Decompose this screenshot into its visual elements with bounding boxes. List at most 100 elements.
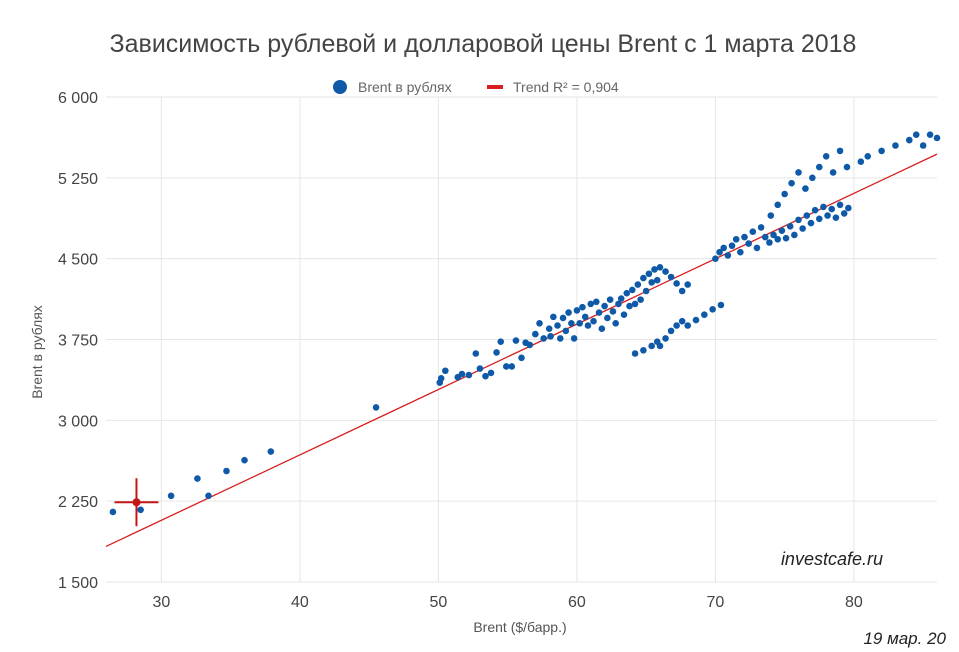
scatter-point bbox=[645, 270, 653, 278]
scatter-point bbox=[584, 322, 592, 329]
scatter-point bbox=[673, 322, 680, 329]
scatter-point bbox=[651, 266, 658, 273]
scatter-point bbox=[576, 320, 583, 327]
scatter-point bbox=[667, 327, 675, 335]
scatter-point bbox=[766, 239, 773, 246]
scatter-point bbox=[653, 276, 661, 284]
scatter-point bbox=[791, 231, 798, 239]
scatter-point bbox=[137, 506, 144, 514]
scatter-point bbox=[109, 508, 117, 516]
scatter-point bbox=[194, 475, 201, 482]
scatter-point bbox=[737, 248, 744, 256]
legend-marker-trend bbox=[487, 85, 503, 89]
scatter-point bbox=[678, 287, 686, 295]
scatter-point bbox=[512, 337, 520, 344]
scatter-point bbox=[568, 320, 575, 327]
scatter-point bbox=[717, 301, 725, 309]
scatter-point bbox=[559, 314, 567, 322]
scatter-point bbox=[487, 369, 495, 377]
scatter-point bbox=[532, 330, 539, 338]
scatter-point bbox=[786, 223, 794, 230]
scatter-point bbox=[749, 228, 757, 236]
trend-line bbox=[105, 153, 938, 548]
scatter-point bbox=[781, 190, 788, 198]
scatter-point bbox=[809, 174, 816, 182]
scatter-point bbox=[802, 185, 809, 192]
scatter-point bbox=[712, 255, 719, 262]
scatter-point bbox=[545, 325, 553, 333]
scatter-point bbox=[692, 316, 700, 324]
legend-label-scatter: Brent в рублях bbox=[358, 79, 452, 95]
scatter-point bbox=[640, 274, 647, 282]
scatter-point bbox=[741, 233, 748, 241]
gridlines bbox=[106, 96, 937, 583]
scatter-point bbox=[878, 147, 885, 155]
scatter-point bbox=[892, 142, 899, 149]
y-tick-label: 1 500 bbox=[58, 575, 98, 592]
scatter-point bbox=[493, 349, 500, 356]
y-axis-ticks: 1 500 2 250 3 000 3 750 4 500 5 250 6 000 bbox=[58, 90, 98, 592]
scatter-point bbox=[761, 233, 769, 241]
scatter-point bbox=[223, 467, 230, 475]
y-tick-label: 5 250 bbox=[58, 171, 98, 188]
scatter-point bbox=[634, 281, 642, 288]
scatter-point bbox=[745, 240, 752, 247]
legend-label-trend: Trend R² = 0,904 bbox=[513, 79, 619, 95]
scatter-point bbox=[709, 306, 716, 313]
scatter-point bbox=[458, 370, 466, 378]
scatter-point bbox=[640, 346, 647, 354]
scatter-point bbox=[673, 280, 680, 287]
scatter-point bbox=[926, 131, 934, 139]
scatter-point bbox=[829, 169, 837, 176]
scatter-point bbox=[540, 335, 547, 342]
scatter-point bbox=[836, 201, 844, 209]
scatter-point bbox=[678, 317, 686, 325]
scatter-point bbox=[795, 169, 802, 176]
scatter-point bbox=[598, 325, 606, 333]
scatter-point bbox=[502, 363, 510, 370]
scatter-point bbox=[518, 354, 525, 362]
scatter-point bbox=[836, 147, 844, 155]
scatter-point bbox=[497, 338, 505, 345]
scatter-point bbox=[820, 203, 827, 211]
scatter-point bbox=[508, 363, 516, 370]
scatter-point bbox=[684, 322, 691, 329]
x-tick-label: 30 bbox=[153, 594, 171, 611]
scatter-point bbox=[167, 492, 175, 500]
scatter-point bbox=[933, 134, 941, 142]
trend-line-layer bbox=[105, 153, 938, 548]
scatter-point bbox=[701, 311, 708, 319]
x-tick-label: 40 bbox=[291, 594, 309, 611]
scatter-point bbox=[656, 263, 664, 271]
scatter-point bbox=[824, 212, 831, 219]
scatter-point bbox=[845, 204, 852, 212]
scatter-point bbox=[606, 296, 614, 303]
scatter-point bbox=[774, 201, 782, 209]
scatter-point bbox=[753, 244, 761, 252]
scatter-point bbox=[919, 142, 927, 149]
y-tick-label: 3 000 bbox=[58, 413, 98, 430]
scatter-point bbox=[788, 179, 795, 187]
scatter-point bbox=[536, 320, 543, 327]
scatter-point bbox=[617, 295, 625, 302]
scatter-point bbox=[590, 317, 597, 325]
scatter-points bbox=[109, 131, 941, 516]
scatter-point bbox=[662, 268, 669, 275]
scatter-point bbox=[631, 300, 639, 308]
scatter-point bbox=[799, 225, 806, 232]
scatter-point bbox=[840, 210, 848, 217]
watermark: investcafe.ru bbox=[781, 549, 883, 569]
scatter-point bbox=[565, 309, 572, 316]
scatter-point bbox=[767, 212, 775, 219]
scatter-point bbox=[906, 136, 913, 144]
scatter-point bbox=[437, 375, 445, 382]
highlighted-point bbox=[132, 498, 141, 507]
scatter-point bbox=[629, 286, 636, 294]
x-tick-label: 70 bbox=[707, 594, 725, 611]
scatter-point bbox=[601, 302, 608, 310]
scatter-point bbox=[912, 131, 920, 139]
x-axis-ticks: 30 40 50 60 70 80 bbox=[153, 594, 863, 611]
scatter-point bbox=[770, 231, 777, 239]
scatter-point bbox=[526, 341, 534, 349]
